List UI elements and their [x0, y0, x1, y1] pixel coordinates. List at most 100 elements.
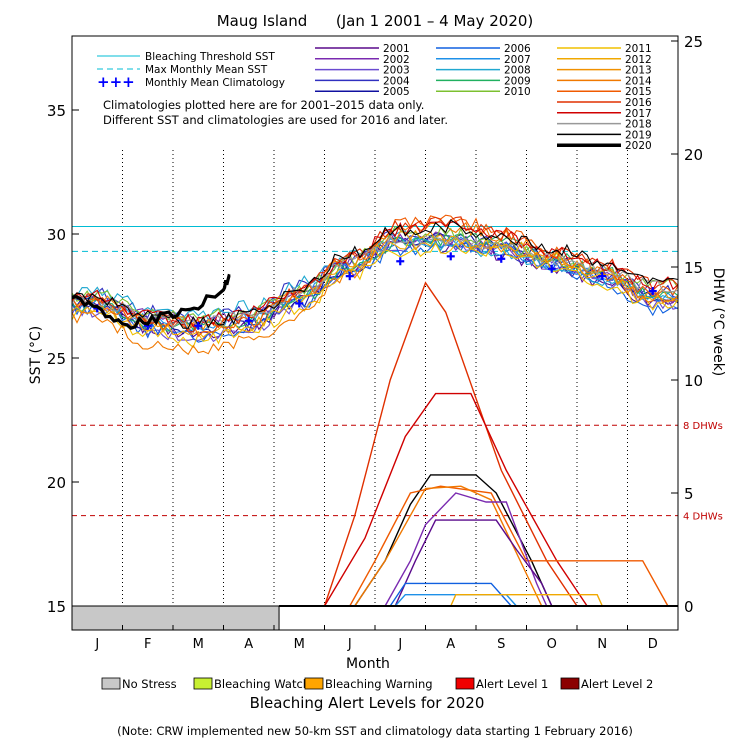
x-tick-label: O	[547, 637, 557, 652]
alert-bar	[71, 605, 678, 631]
year-legend-label-2003: 2003	[383, 65, 410, 77]
y-left-tick-label: 35	[47, 102, 66, 120]
sst-line-2006	[71, 240, 679, 343]
y-left-tick-label: 20	[47, 474, 66, 492]
sst-line-2002	[71, 230, 679, 329]
axes: 15 20 25 30 35 0 5 10 15 20 25 J F M A M J J A S O N D	[47, 33, 703, 652]
x-tick-label: M	[193, 637, 204, 652]
y-left-tick-label: 25	[47, 350, 66, 368]
year-legend-label-2001: 2001	[383, 43, 410, 55]
sst-line-2017	[71, 221, 679, 329]
alert-level-label: Alert Level 2	[581, 677, 653, 691]
climatology-marker	[497, 254, 506, 263]
alert-segment	[71, 605, 280, 631]
x-tick-label: M	[294, 637, 305, 652]
dhw-line-2012	[450, 594, 603, 607]
alert-level-legend: No Stress Bleaching Watch Bleaching Warnin…	[101, 677, 653, 691]
y-left-tick-label: 15	[47, 598, 66, 616]
x-tick-label: J	[347, 637, 352, 652]
sst-line-2011	[71, 242, 679, 349]
climatology-marker	[244, 316, 253, 325]
threshold-legend-label: Bleaching Threshold SST	[145, 51, 275, 63]
year-legend-label-2018: 2018	[625, 119, 652, 131]
climatology-marker	[598, 272, 607, 281]
year-legend-label-2007: 2007	[504, 54, 531, 66]
y-right-tick-label: 0	[684, 598, 694, 616]
climatology-marker	[648, 287, 657, 296]
dhw-line-2017	[323, 392, 588, 607]
note-line-2: Different SST and climatologies are used…	[103, 113, 448, 127]
alert-level-label: No Stress	[122, 677, 177, 691]
climatology-marker	[396, 257, 405, 266]
climatology-marker	[345, 272, 354, 281]
year-legend-label-2019: 2019	[625, 129, 652, 141]
alert-bar-title: Bleaching Alert Levels for 2020	[250, 694, 485, 712]
alert-level-swatch	[455, 677, 475, 690]
climatology-marker	[547, 264, 556, 273]
year-legend-label-2010: 2010	[504, 86, 531, 98]
y-axis-left-label: SST (°C)	[28, 326, 44, 384]
y-right-tick-label: 10	[684, 372, 703, 390]
alert-level-label: Alert Level 1	[476, 677, 548, 691]
climatology-marker	[194, 321, 203, 330]
year-legend-label-2004: 2004	[383, 75, 410, 87]
year-legend-label-2012: 2012	[625, 54, 652, 66]
year-legend-label-2011: 2011	[625, 43, 652, 55]
climatology-marker	[446, 252, 455, 261]
y-right-tick-label: 20	[684, 146, 703, 164]
dhw-line-2001	[394, 519, 553, 607]
x-tick-label: J	[94, 637, 99, 652]
alert-level-label: Bleaching Watch	[214, 677, 310, 691]
legend: Bleaching Threshold SST Max Monthly Mean…	[97, 43, 652, 152]
x-axis-label: Month	[346, 656, 390, 672]
dhw-line-2016	[323, 281, 578, 607]
y-right-tick-label: 5	[684, 485, 694, 503]
climatology-legend-label: Monthly Mean Climatology	[145, 77, 285, 89]
year-legend-label-2015: 2015	[625, 86, 652, 98]
year-legend-label-2014: 2014	[625, 75, 652, 87]
alert-level-swatch	[560, 677, 580, 690]
mmm-legend-label: Max Monthly Mean SST	[145, 64, 268, 76]
year-legend-label-2020: 2020	[625, 140, 652, 152]
alert-level-swatch	[304, 677, 324, 690]
year-legend-label-2005: 2005	[383, 86, 410, 98]
x-tick-label: A	[446, 637, 455, 652]
footer-note: (Note: CRW implemented new 50-km SST and…	[117, 724, 633, 738]
dhw-reference-label: 4 DHWs	[683, 512, 723, 523]
dhw-reference-label: 8 DHWs	[683, 421, 723, 432]
x-tick-label: N	[597, 637, 607, 652]
year-legend-label-2016: 2016	[625, 97, 652, 109]
y-right-tick-label: 15	[684, 259, 703, 277]
year-legend-label-2002: 2002	[383, 54, 410, 66]
year-legend-label-2008: 2008	[504, 65, 531, 77]
dhw-line-2014	[354, 485, 543, 607]
year-legend-label-2009: 2009	[504, 75, 531, 87]
sst-line-2018	[71, 235, 679, 330]
year-legend-label-2013: 2013	[625, 65, 652, 77]
dhw-line-2019	[354, 474, 553, 607]
x-tick-label: S	[497, 637, 505, 652]
climatology-marker	[295, 299, 304, 308]
chart-title: Maug Island (Jan 1 2001 – 4 May 2020)	[217, 12, 534, 30]
x-tick-label: F	[144, 637, 151, 652]
climatology-legend-swatch: +++	[97, 73, 135, 91]
alert-level-label: Bleaching Warning	[325, 677, 433, 691]
alert-level-swatch	[101, 677, 121, 690]
sst-series	[71, 214, 679, 356]
x-tick-label: J	[397, 637, 402, 652]
x-tick-label: A	[244, 637, 253, 652]
sst-line-2020	[71, 273, 231, 330]
note-line-1: Climatologies plotted here are for 2001–…	[103, 98, 424, 112]
year-legend-label-2017: 2017	[625, 108, 652, 120]
sst-2020	[71, 273, 231, 330]
dhw-line-2015	[349, 485, 669, 607]
sst-line-2012	[71, 234, 679, 338]
y-left-tick-label: 30	[47, 226, 66, 244]
y-right-tick-label: 25	[684, 33, 703, 51]
alert-level-swatch	[193, 677, 213, 690]
year-legend-label-2006: 2006	[504, 43, 531, 55]
y-axis-right-label: DHW (°C week)	[710, 268, 726, 377]
x-tick-label: D	[648, 637, 658, 652]
